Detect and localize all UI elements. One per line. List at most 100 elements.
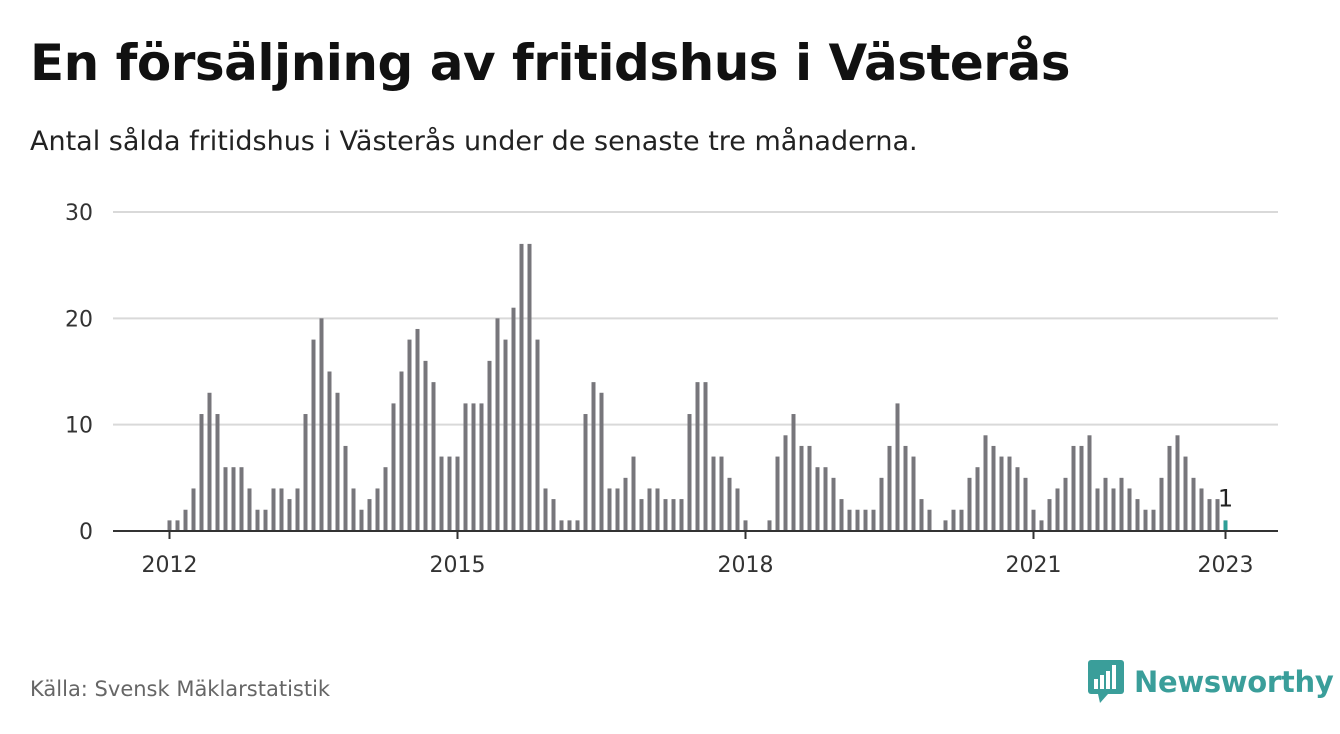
bar bbox=[455, 456, 460, 531]
bar bbox=[431, 382, 436, 531]
bar bbox=[647, 488, 652, 531]
bar bbox=[215, 414, 220, 531]
bar bbox=[335, 392, 340, 531]
bar bbox=[1207, 499, 1212, 531]
bar bbox=[1191, 477, 1196, 531]
bar bbox=[679, 499, 684, 531]
bar bbox=[903, 445, 908, 531]
bar bbox=[1031, 509, 1036, 531]
bar bbox=[815, 467, 820, 531]
bar bbox=[799, 445, 804, 531]
bar bbox=[735, 488, 740, 531]
bar bbox=[1167, 445, 1172, 531]
bar bbox=[623, 477, 628, 531]
y-tick-label: 0 bbox=[79, 520, 93, 545]
bar bbox=[879, 477, 884, 531]
bar bbox=[719, 456, 724, 531]
bar bbox=[1183, 456, 1188, 531]
bar bbox=[183, 509, 188, 531]
bar bbox=[247, 488, 252, 531]
bar bbox=[591, 382, 596, 531]
bar bbox=[423, 360, 428, 531]
bar bbox=[991, 445, 996, 531]
x-tick-label: 2021 bbox=[1006, 553, 1062, 578]
bar bbox=[383, 467, 388, 531]
bar bbox=[959, 509, 964, 531]
bar bbox=[1159, 477, 1164, 531]
bar bbox=[479, 403, 484, 531]
bar bbox=[807, 445, 812, 531]
bar bbox=[967, 477, 972, 531]
bar bbox=[239, 467, 244, 531]
bar bbox=[1047, 499, 1052, 531]
bar bbox=[535, 339, 540, 531]
bar bbox=[615, 488, 620, 531]
bar bbox=[639, 499, 644, 531]
bar bbox=[343, 445, 348, 531]
bar bbox=[831, 477, 836, 531]
bar bbox=[279, 488, 284, 531]
bar bbox=[839, 499, 844, 531]
bar bbox=[1071, 445, 1076, 531]
bar bbox=[1079, 445, 1084, 531]
bar bbox=[927, 509, 932, 531]
newsworthy-logo-icon bbox=[1088, 660, 1124, 703]
bar bbox=[887, 445, 892, 531]
bar bbox=[287, 499, 292, 531]
chart-title: En försäljning av fritidshus i Västerås bbox=[30, 34, 1070, 92]
bar bbox=[703, 382, 708, 531]
bar bbox=[207, 392, 212, 531]
bar bbox=[295, 488, 300, 531]
bar bbox=[671, 499, 676, 531]
x-tick-label: 2018 bbox=[718, 553, 774, 578]
bar bbox=[1103, 477, 1108, 531]
bar bbox=[983, 435, 988, 531]
bar bbox=[791, 414, 796, 531]
bar bbox=[871, 509, 876, 531]
bar bbox=[175, 520, 180, 531]
bar bbox=[775, 456, 780, 531]
bar bbox=[999, 456, 1004, 531]
bar bbox=[471, 403, 476, 531]
bar bbox=[863, 509, 868, 531]
bar bbox=[1015, 467, 1020, 531]
bar bbox=[1087, 435, 1092, 531]
bar bbox=[199, 414, 204, 531]
bar bbox=[655, 488, 660, 531]
bar bbox=[783, 435, 788, 531]
bar bbox=[847, 509, 852, 531]
brand-logo: Newsworthy bbox=[1088, 660, 1334, 704]
x-tick-label: 2023 bbox=[1198, 553, 1254, 578]
bar bbox=[319, 318, 324, 531]
bar bbox=[503, 339, 508, 531]
bar bbox=[687, 414, 692, 531]
bar bbox=[1199, 488, 1204, 531]
y-tick-label: 10 bbox=[65, 414, 93, 439]
bar bbox=[223, 467, 228, 531]
brand-name: Newsworthy bbox=[1134, 665, 1334, 699]
last-value-label: 1 bbox=[1218, 484, 1233, 512]
bar bbox=[823, 467, 828, 531]
bar bbox=[543, 488, 548, 531]
bar bbox=[855, 509, 860, 531]
bar bbox=[1175, 435, 1180, 531]
chart-subtitle: Antal sålda fritidshus i Västerås under … bbox=[30, 126, 918, 157]
bar bbox=[463, 403, 468, 531]
bar bbox=[511, 307, 516, 531]
bar bbox=[663, 499, 668, 531]
bar bbox=[495, 318, 500, 531]
bar bbox=[167, 520, 172, 531]
bar bbox=[583, 414, 588, 531]
bar bbox=[767, 520, 772, 531]
bar bbox=[1111, 488, 1116, 531]
bar bbox=[1063, 477, 1068, 531]
bar bbox=[255, 509, 260, 531]
bar bbox=[695, 382, 700, 531]
bar bbox=[711, 456, 716, 531]
bar bbox=[447, 456, 452, 531]
bar bbox=[943, 520, 948, 531]
bar-chart: 0 10 20 30 2012 2015 2018 2021 2023 1 bbox=[65, 201, 1278, 578]
bar bbox=[271, 488, 276, 531]
bar bbox=[487, 360, 492, 531]
x-tick-label: 2012 bbox=[142, 553, 198, 578]
